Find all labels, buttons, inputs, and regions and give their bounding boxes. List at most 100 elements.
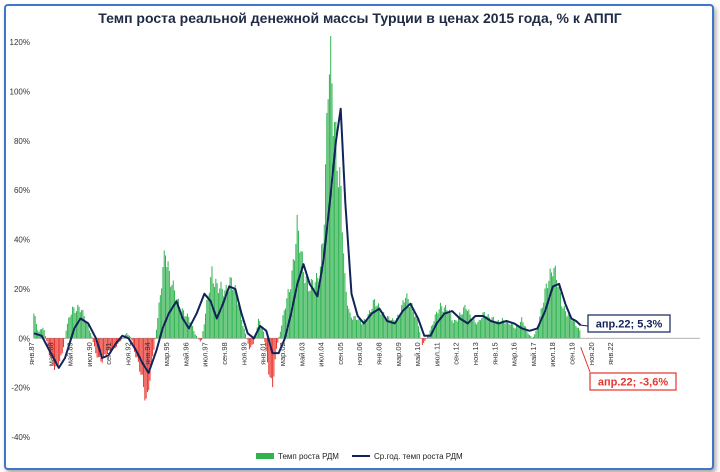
legend-label-line: Ср.год. темп роста РДМ: [374, 452, 463, 461]
bar: [361, 324, 363, 339]
bar: [121, 338, 123, 340]
bar: [538, 325, 540, 339]
bar: [556, 279, 558, 339]
chart-frame: [4, 4, 714, 470]
bar: [539, 316, 541, 339]
bar: [266, 338, 268, 363]
bar: [183, 310, 185, 339]
y-tick-label: -40%: [11, 433, 30, 442]
bar: [398, 316, 400, 339]
bar: [316, 272, 318, 339]
bar: [81, 310, 83, 339]
bar: [265, 338, 267, 351]
bar: [86, 321, 88, 339]
bar: [331, 83, 333, 339]
bar: [84, 320, 86, 339]
x-tick-label: июл.18: [548, 342, 557, 366]
bar: [341, 232, 343, 339]
bar: [561, 306, 563, 339]
x-tick-label: сен.19: [568, 342, 577, 365]
bar: [146, 338, 148, 393]
bar: [310, 279, 312, 339]
bar: [443, 307, 445, 339]
bar: [242, 326, 244, 339]
bar: [411, 303, 413, 339]
bar: [451, 320, 453, 339]
bar: [384, 317, 386, 339]
bar: [306, 278, 308, 339]
bar: [137, 338, 139, 362]
bar: [522, 322, 524, 339]
bar: [203, 324, 205, 339]
callout-leader-red: [580, 346, 591, 373]
bar: [278, 336, 280, 339]
bar: [190, 323, 192, 339]
bar: [479, 320, 481, 339]
bar: [547, 288, 549, 339]
bar: [353, 316, 355, 339]
bar: [221, 288, 223, 339]
bar: [44, 336, 46, 339]
bar: [410, 304, 412, 339]
bar: [368, 310, 370, 339]
x-tick-label: май.89: [66, 342, 75, 366]
bar: [110, 338, 112, 353]
bar: [202, 331, 204, 339]
bar: [477, 322, 479, 339]
bar: [336, 170, 338, 339]
bar: [517, 325, 519, 339]
bar: [442, 311, 444, 339]
x-tick-label: мар.88: [46, 342, 55, 366]
x-tick-label: сен.05: [336, 342, 345, 365]
bar: [166, 267, 168, 339]
bar: [299, 252, 301, 339]
bar: [456, 321, 458, 339]
x-tick-label: мар.09: [394, 342, 403, 366]
bar: [228, 291, 230, 339]
bar: [476, 324, 478, 339]
bar: [82, 309, 84, 339]
bar: [344, 273, 346, 339]
bar: [269, 338, 271, 378]
bar: [88, 330, 90, 339]
x-tick-label: май.17: [529, 342, 538, 366]
x-tick-label: июл.04: [317, 342, 326, 366]
bar: [557, 287, 559, 339]
bar: [241, 319, 243, 339]
bar: [424, 338, 426, 341]
bar: [113, 338, 115, 349]
callout-box-blue: [587, 314, 671, 333]
bar: [208, 292, 210, 339]
legend-label-bars: Темп роста РДМ: [278, 452, 339, 461]
bar: [501, 317, 503, 339]
bar: [47, 338, 49, 347]
bar: [325, 164, 327, 339]
bar: [403, 302, 405, 339]
bar: [285, 308, 287, 339]
bar: [505, 321, 507, 339]
bar: [234, 284, 236, 339]
x-tick-label: мар.16: [510, 342, 519, 366]
bar: [399, 314, 401, 339]
bar: [491, 317, 493, 339]
bar: [469, 314, 471, 339]
bar: [230, 277, 232, 339]
bar: [576, 327, 578, 339]
bar: [530, 336, 532, 339]
y-tick-label: 120%: [10, 38, 30, 47]
bar: [215, 278, 217, 339]
bar: [507, 320, 509, 339]
bar: [323, 224, 325, 339]
bar: [437, 313, 439, 339]
y-tick-label: 60%: [14, 186, 30, 195]
bar: [232, 289, 234, 339]
bar: [157, 317, 159, 339]
bar: [206, 299, 208, 339]
bar: [226, 291, 228, 339]
bar: [408, 307, 410, 339]
bar: [427, 336, 429, 339]
bar: [508, 323, 510, 339]
bar: [51, 338, 53, 359]
bar: [558, 284, 560, 339]
